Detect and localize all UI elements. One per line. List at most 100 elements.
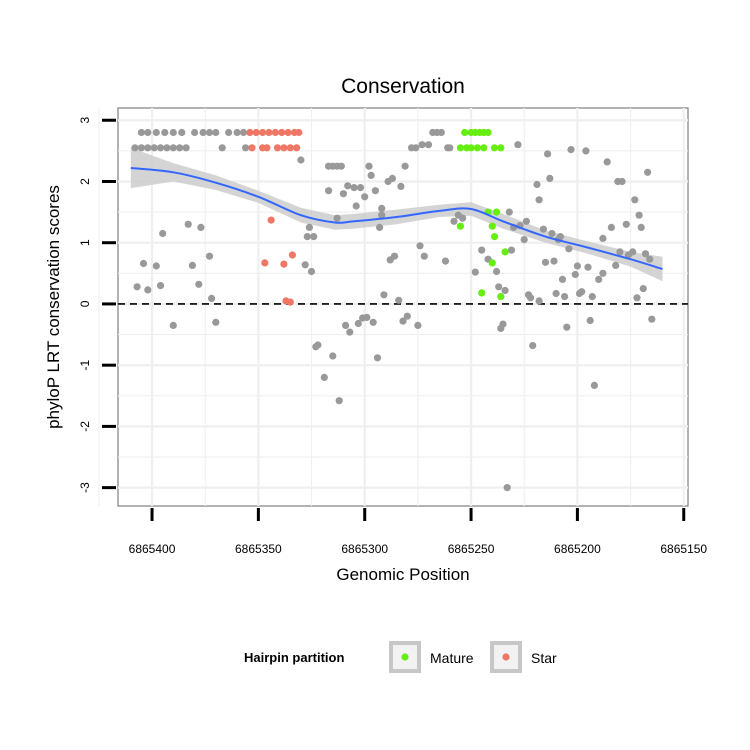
point-star bbox=[286, 144, 294, 152]
point-other bbox=[539, 225, 548, 233]
point-other bbox=[550, 257, 558, 265]
point-other bbox=[314, 341, 322, 349]
point-other bbox=[399, 317, 407, 325]
legend-title: Hairpin partition bbox=[244, 650, 344, 665]
point-other bbox=[212, 318, 220, 326]
point-mature bbox=[461, 128, 469, 137]
point-other bbox=[533, 180, 541, 189]
point-other bbox=[218, 144, 226, 152]
point-other bbox=[635, 211, 643, 219]
point-other bbox=[325, 187, 333, 195]
point-other bbox=[354, 319, 362, 328]
point-other bbox=[208, 294, 216, 302]
point-star bbox=[271, 128, 279, 137]
point-mature bbox=[478, 289, 486, 297]
point-other bbox=[199, 128, 207, 137]
point-other bbox=[637, 223, 645, 231]
point-star bbox=[286, 298, 294, 306]
point-other bbox=[644, 168, 652, 176]
point-other bbox=[191, 128, 199, 137]
point-other bbox=[582, 147, 590, 155]
point-star bbox=[252, 128, 260, 137]
point-mature bbox=[473, 144, 481, 152]
point-other bbox=[139, 259, 148, 268]
point-other bbox=[233, 128, 241, 137]
point-mature bbox=[488, 259, 496, 267]
points-layer bbox=[131, 128, 656, 492]
point-other bbox=[361, 193, 369, 201]
point-other bbox=[548, 229, 556, 238]
point-other bbox=[169, 321, 177, 329]
point-other bbox=[373, 354, 382, 362]
point-other bbox=[152, 128, 160, 137]
x-tick-label: 6865250 bbox=[448, 542, 495, 556]
point-other bbox=[205, 252, 214, 260]
point-star bbox=[248, 144, 256, 152]
point-other bbox=[395, 296, 403, 304]
point-other bbox=[618, 177, 626, 186]
point-star bbox=[293, 144, 301, 152]
point-other bbox=[595, 275, 603, 283]
point-other bbox=[544, 150, 552, 158]
point-other bbox=[333, 214, 341, 222]
point-other bbox=[424, 141, 433, 149]
point-star bbox=[267, 216, 275, 224]
point-other bbox=[599, 269, 607, 277]
point-mature bbox=[490, 233, 499, 241]
y-tick-label: 2 bbox=[78, 178, 92, 185]
point-other bbox=[133, 283, 141, 291]
legend: Hairpin partition Mature Star bbox=[244, 641, 557, 673]
point-other bbox=[478, 246, 486, 254]
point-mature bbox=[456, 222, 464, 230]
point-other bbox=[631, 196, 639, 204]
point-other bbox=[242, 144, 250, 152]
point-mature bbox=[467, 144, 475, 152]
point-other bbox=[522, 217, 531, 225]
point-other bbox=[176, 144, 184, 152]
point-other bbox=[501, 286, 509, 295]
point-other bbox=[567, 146, 575, 154]
point-other bbox=[156, 282, 165, 290]
point-other bbox=[137, 144, 145, 152]
point-other bbox=[414, 321, 422, 329]
x-tick-label: 6865400 bbox=[129, 542, 176, 556]
point-other bbox=[184, 220, 192, 228]
point-star bbox=[259, 128, 267, 137]
point-mature bbox=[484, 128, 492, 137]
point-star bbox=[246, 128, 254, 137]
point-other bbox=[178, 128, 186, 137]
point-other bbox=[378, 211, 386, 219]
point-other bbox=[586, 316, 594, 325]
smooth-trend-line bbox=[130, 167, 663, 270]
point-other bbox=[541, 258, 550, 266]
point-other bbox=[558, 275, 567, 283]
point-other bbox=[588, 293, 596, 301]
point-other bbox=[507, 246, 516, 254]
point-other bbox=[556, 233, 565, 241]
legend-label-star: Star bbox=[531, 650, 557, 666]
point-other bbox=[369, 318, 377, 326]
point-other bbox=[239, 128, 248, 137]
point-star bbox=[295, 128, 303, 137]
point-other bbox=[310, 233, 318, 241]
point-other bbox=[450, 217, 458, 225]
point-other bbox=[578, 288, 586, 296]
point-other bbox=[131, 144, 139, 152]
point-other bbox=[503, 484, 511, 492]
point-other bbox=[401, 162, 409, 170]
point-other bbox=[441, 257, 450, 265]
point-other bbox=[520, 236, 528, 244]
legend-label-mature: Mature bbox=[430, 650, 474, 666]
point-other bbox=[514, 141, 522, 149]
point-other bbox=[561, 293, 569, 301]
point-star bbox=[284, 128, 292, 137]
point-star bbox=[261, 259, 269, 267]
point-other bbox=[305, 223, 313, 231]
point-other bbox=[350, 184, 358, 192]
point-other bbox=[390, 252, 399, 260]
point-other bbox=[565, 245, 573, 253]
point-other bbox=[344, 182, 352, 190]
point-other bbox=[169, 144, 177, 152]
axes-layer: 6865400 6865350 6865300 6865250 6865200 68651… bbox=[78, 117, 707, 556]
point-other bbox=[403, 312, 411, 320]
